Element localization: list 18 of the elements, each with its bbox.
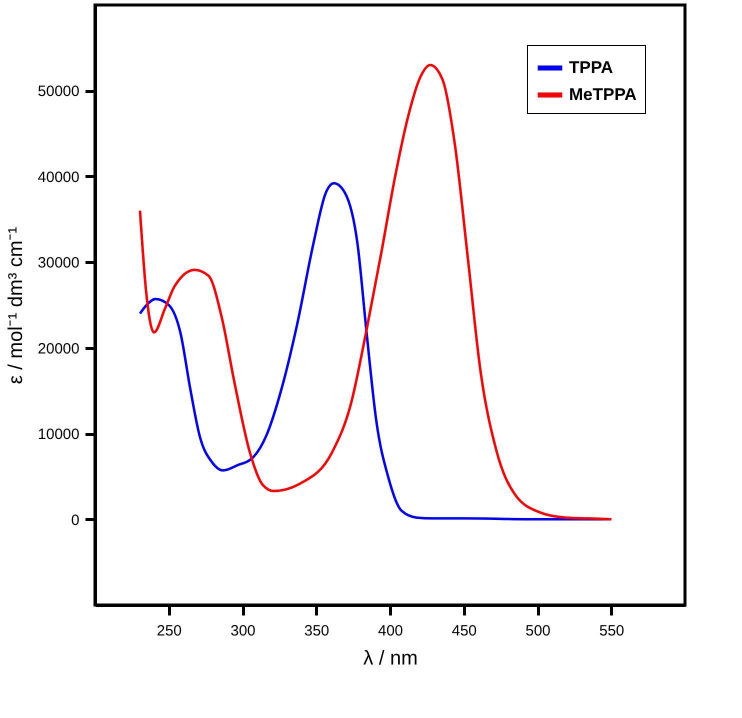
- y-tick-label: 40000: [38, 168, 80, 186]
- y-tick-label: 0: [71, 512, 80, 529]
- line-series: [138, 182, 612, 521]
- x-tick-label: 350: [304, 622, 330, 640]
- y-tick-label: 10000: [38, 426, 80, 444]
- x-tick-label: 300: [230, 622, 256, 640]
- y-axis-title: ε / mol⁻¹ dm³ cm⁻¹: [4, 226, 27, 384]
- y-tick-label: 50000: [38, 83, 80, 100]
- y-tick-label: 20000: [38, 340, 80, 358]
- x-tick-label: 400: [378, 622, 404, 640]
- x-axis-title: λ / nm: [363, 648, 418, 670]
- x-tick-label: 550: [599, 622, 624, 640]
- legend-label: TPPA: [569, 58, 614, 77]
- x-tick-label: 450: [452, 622, 477, 640]
- x-tick-label: 500: [525, 622, 551, 640]
- x-tick-label: 250: [156, 622, 182, 640]
- y-tick-label: 30000: [38, 254, 80, 272]
- legend-label: MeTPPA: [569, 85, 637, 104]
